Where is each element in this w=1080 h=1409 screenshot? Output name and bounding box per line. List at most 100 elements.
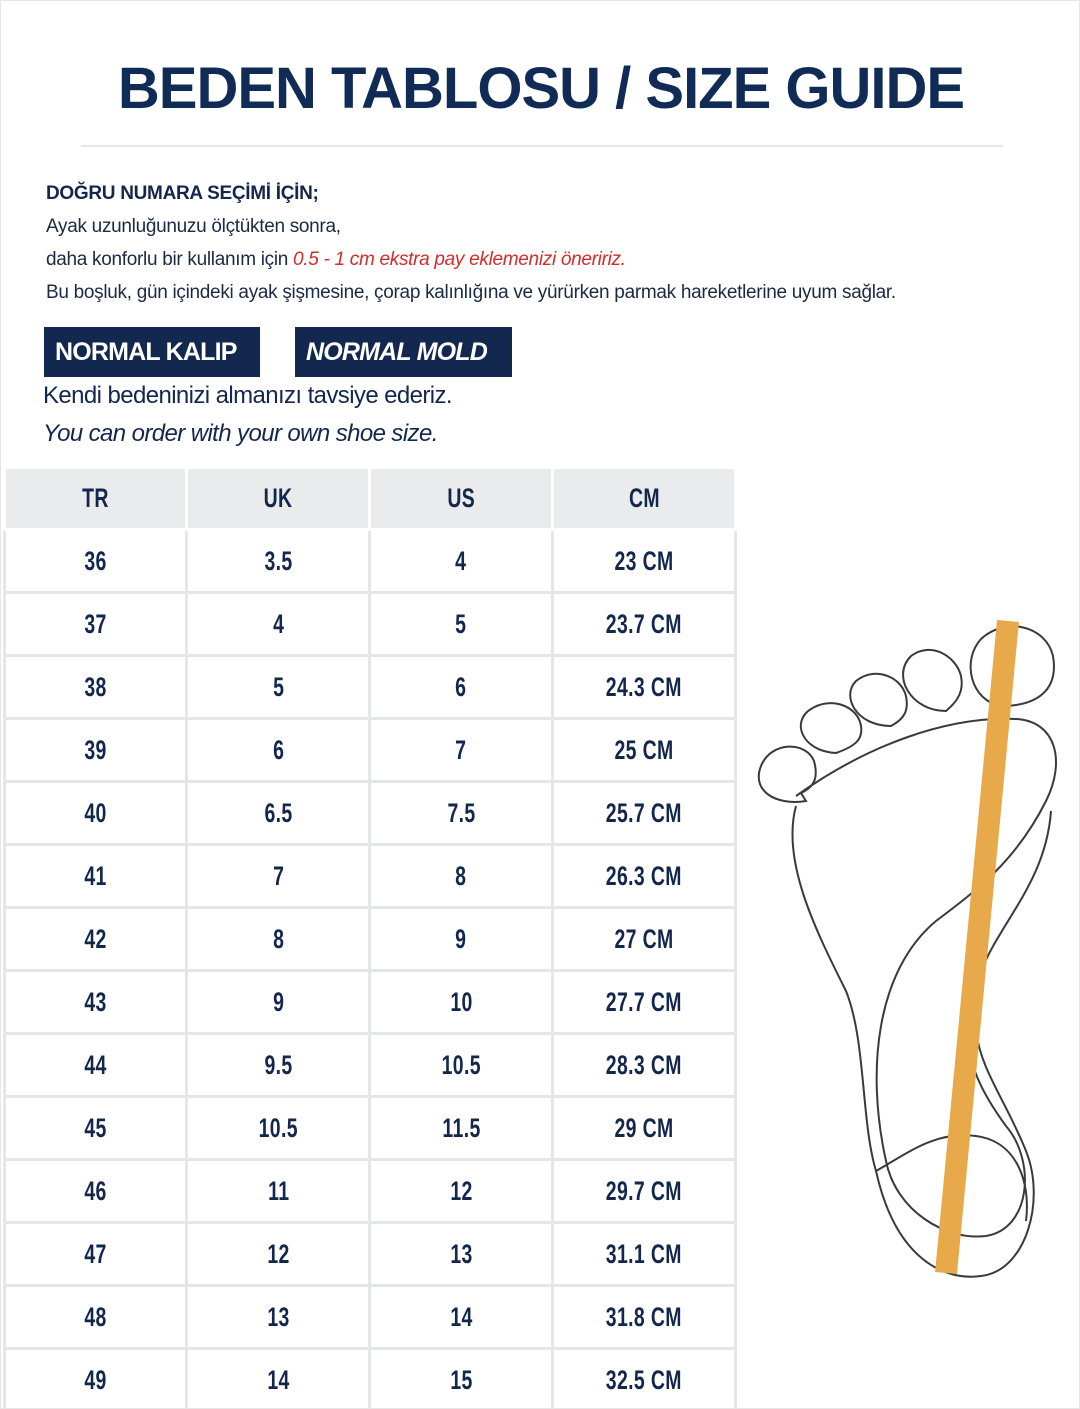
divider <box>81 145 1003 147</box>
cell-us: 7.5 <box>368 780 555 846</box>
cell-value: 31.8 CM <box>606 1301 683 1332</box>
cell-value: 14 <box>267 1364 290 1395</box>
cell-uk: 9 <box>185 969 372 1035</box>
cell-value: 48 <box>84 1301 107 1332</box>
cell-value: 25 CM <box>614 734 674 765</box>
table-row: 37 4 5 23.7 CM <box>2 591 737 657</box>
cell-us: 14 <box>368 1284 555 1350</box>
cell-cm: 28.3 CM <box>551 1032 737 1098</box>
cell-tr: 37 <box>2 591 189 657</box>
cell-cm: 25 CM <box>551 717 737 783</box>
cell-uk: 6.5 <box>185 780 372 846</box>
cell-value: 28.3 CM <box>606 1049 683 1080</box>
cell-cm: 31.1 CM <box>551 1221 737 1287</box>
cell-us: 15 <box>368 1347 555 1408</box>
column-header-label: UK <box>263 483 293 513</box>
table-row: 42 8 9 27 CM <box>2 906 737 972</box>
badge-normal-kalip: NORMAL KALIP <box>44 327 260 377</box>
cell-value: 12 <box>267 1238 290 1269</box>
cell-us: 10 <box>368 969 555 1035</box>
cell-cm: 29 CM <box>551 1095 737 1161</box>
cell-us: 11.5 <box>368 1095 555 1161</box>
cell-tr: 45 <box>2 1095 189 1161</box>
cell-us: 6 <box>368 654 555 720</box>
cell-value: 12 <box>450 1175 473 1206</box>
cell-cm: 32.5 CM <box>551 1347 737 1408</box>
cell-value: 38 <box>84 671 107 702</box>
cell-value: 40 <box>84 797 107 828</box>
size-table: TR UK US CM 36 3.5 4 23 CM 37 4 5 23.7 CM 38 5 6 24.3 … <box>2 469 737 1408</box>
table-row: 44 9.5 10.5 28.3 CM <box>2 1032 737 1098</box>
cell-value: 47 <box>84 1238 107 1269</box>
cell-value: 25.7 CM <box>606 797 683 828</box>
cell-value: 26.3 CM <box>606 860 683 891</box>
cell-value: 9.5 <box>264 1049 293 1080</box>
cell-tr: 44 <box>2 1032 189 1098</box>
cell-cm: 25.7 CM <box>551 780 737 846</box>
cell-value: 7 <box>455 734 467 765</box>
cell-cm: 27 CM <box>551 906 737 972</box>
cell-value: 5 <box>455 608 467 639</box>
column-header-label: TR <box>82 483 110 513</box>
column-header-us: US <box>368 469 555 531</box>
intro-highlight: 0.5 - 1 cm ekstra pay eklemenizi öneriri… <box>293 249 626 270</box>
table-row: 49 14 15 32.5 CM <box>2 1347 737 1408</box>
cell-uk: 12 <box>185 1221 372 1287</box>
cell-value: 9 <box>455 923 467 954</box>
cell-us: 10.5 <box>368 1032 555 1098</box>
cell-value: 41 <box>84 860 107 891</box>
cell-value: 36 <box>84 545 107 576</box>
cell-value: 8 <box>272 923 284 954</box>
cell-value: 10.5 <box>441 1049 481 1080</box>
cell-us: 13 <box>368 1221 555 1287</box>
cell-uk: 4 <box>185 591 372 657</box>
column-header-label: US <box>447 483 476 513</box>
cell-value: 45 <box>84 1112 107 1143</box>
intro-heading: DOĞRU NUMARA SEÇİMİ İÇİN; <box>46 183 319 204</box>
cell-value: 42 <box>84 923 107 954</box>
cell-tr: 39 <box>2 717 189 783</box>
cell-us: 8 <box>368 843 555 909</box>
cell-uk: 9.5 <box>185 1032 372 1098</box>
table-row: 45 10.5 11.5 29 CM <box>2 1095 737 1161</box>
intro-text: DOĞRU NUMARA SEÇİMİ İÇİN; Ayak uzunluğun… <box>46 177 896 309</box>
cell-tr: 49 <box>2 1347 189 1408</box>
cell-tr: 42 <box>2 906 189 972</box>
cell-value: 23.7 CM <box>606 608 683 639</box>
cell-value: 4 <box>272 608 284 639</box>
table-row: 47 12 13 31.1 CM <box>2 1221 737 1287</box>
cell-value: 7 <box>272 860 284 891</box>
cell-value: 8 <box>455 860 467 891</box>
intro-line-2: daha konforlu bir kullanım için 0.5 - 1 … <box>46 243 896 276</box>
cell-value: 11.5 <box>442 1112 481 1143</box>
cell-tr: 38 <box>2 654 189 720</box>
cell-us: 12 <box>368 1158 555 1224</box>
column-header-label: CM <box>628 483 660 513</box>
cell-us: 4 <box>368 528 555 594</box>
table-row: 39 6 7 25 CM <box>2 717 737 783</box>
cell-value: 6 <box>455 671 467 702</box>
cell-value: 44 <box>84 1049 107 1080</box>
cell-tr: 47 <box>2 1221 189 1287</box>
cell-uk: 6 <box>185 717 372 783</box>
intro-line-3: Bu boşluk, gün içindeki ayak şişmesine, … <box>46 282 896 303</box>
column-header-tr: TR <box>2 469 189 531</box>
cell-uk: 11 <box>185 1158 372 1224</box>
cell-value: 9 <box>272 986 284 1017</box>
cell-value: 3.5 <box>264 545 293 576</box>
foot-illustration <box>757 619 1057 1278</box>
cell-value: 24.3 CM <box>606 671 683 702</box>
cell-value: 37 <box>84 608 107 639</box>
table-row: 46 11 12 29.7 CM <box>2 1158 737 1224</box>
cell-value: 6.5 <box>264 797 293 828</box>
cell-value: 46 <box>84 1175 107 1206</box>
cell-tr: 40 <box>2 780 189 846</box>
cell-value: 10.5 <box>258 1112 298 1143</box>
cell-value: 49 <box>84 1364 107 1395</box>
cell-value: 43 <box>84 986 107 1017</box>
column-header-cm: CM <box>551 469 737 531</box>
cell-cm: 26.3 CM <box>551 843 737 909</box>
cell-value: 7.5 <box>447 797 476 828</box>
cell-cm: 27.7 CM <box>551 969 737 1035</box>
